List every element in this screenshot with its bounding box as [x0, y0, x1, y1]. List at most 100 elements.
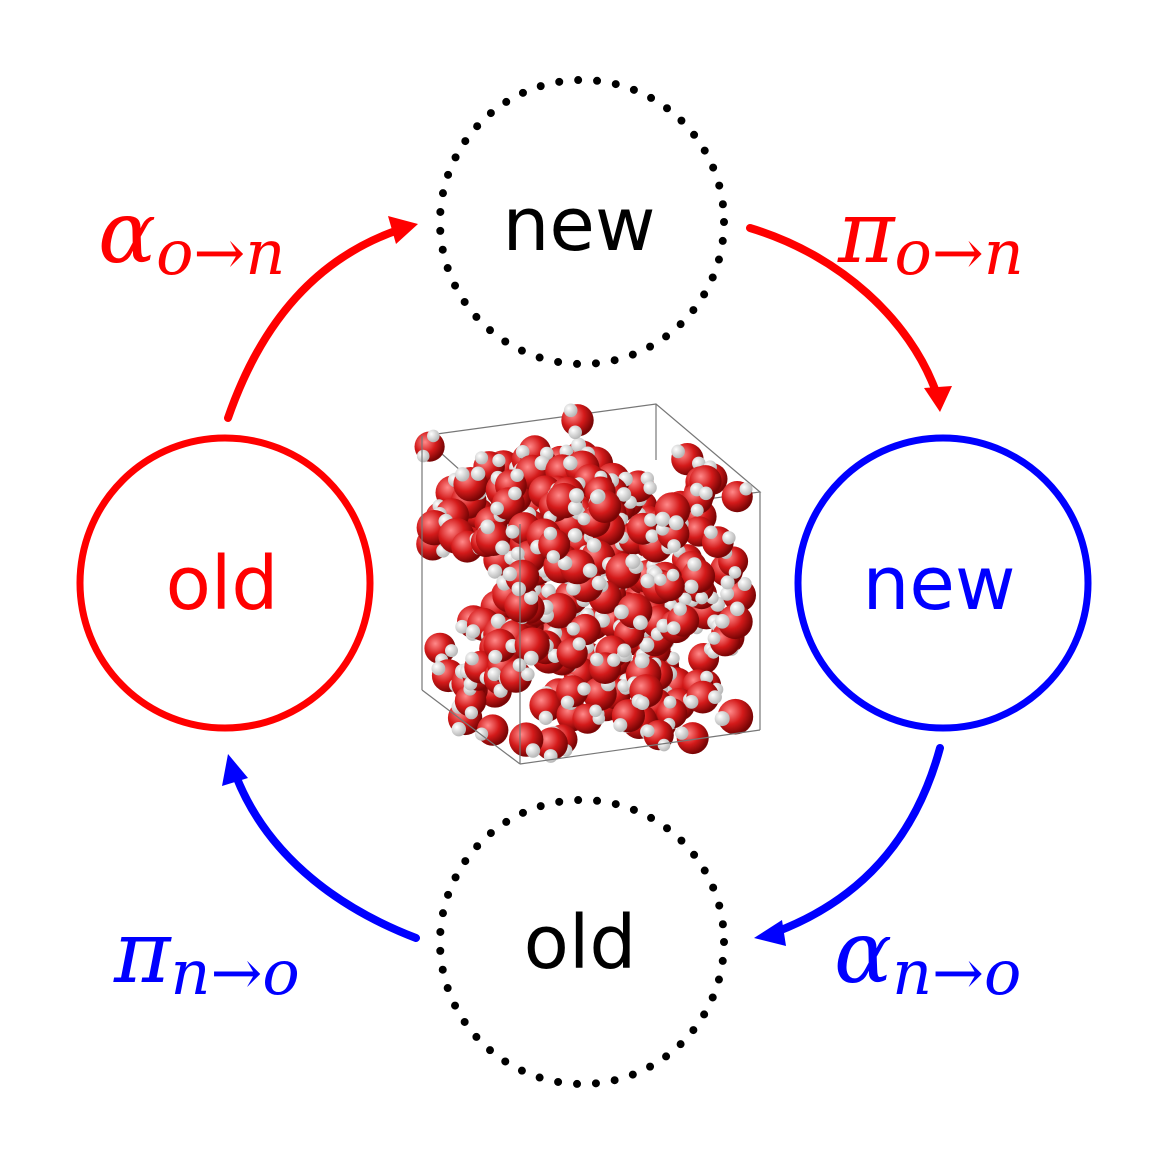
- oxygen-atom: [535, 727, 568, 761]
- edge-alpha-o-n-arrow: [224, 216, 418, 422]
- node-old-proposed: old: [436, 796, 728, 1088]
- hydrogen-atom: [525, 743, 541, 758]
- hydrogen-atom: [663, 695, 677, 709]
- hydrogen-atom: [591, 575, 607, 591]
- hydrogen-atom: [641, 724, 655, 738]
- hydrogen-atom: [523, 650, 539, 666]
- hydrogen-atom: [644, 513, 658, 527]
- hydrogen-atom: [667, 539, 681, 553]
- hydrogen-atom: [563, 455, 578, 471]
- hydrogen-atom: [737, 577, 752, 591]
- edge-alpha-o-n-label: αo→n: [98, 183, 285, 289]
- hydrogen-atom: [515, 445, 530, 459]
- hydrogen-atom: [488, 649, 503, 664]
- hydrogen-atom: [700, 670, 714, 684]
- hydrogen-atom: [690, 503, 704, 517]
- hydrogen-atom: [639, 637, 655, 653]
- hydrogen-atom: [633, 615, 648, 631]
- hydrogen-atom: [607, 653, 621, 667]
- hydrogen-atom: [634, 653, 650, 669]
- hydrogen-atom: [465, 651, 479, 666]
- hydrogen-atom: [613, 718, 628, 733]
- oxygen-atom: [424, 632, 456, 664]
- node-new-proposed: new: [436, 76, 728, 368]
- oxygen-atom: [514, 627, 550, 663]
- hydrogen-atom: [720, 575, 735, 590]
- arrowhead-icon: [924, 386, 952, 412]
- hydrogen-atom: [728, 566, 742, 579]
- hydrogen-atom: [455, 467, 470, 482]
- hydrogen-atom: [722, 531, 736, 545]
- hydrogen-atom: [495, 540, 510, 556]
- hydrogen-atom: [568, 425, 582, 440]
- node-old-proposed-label: old: [524, 900, 637, 986]
- hydrogen-atom: [715, 614, 730, 629]
- oxygen-atom: [454, 685, 487, 717]
- hydrogen-atom: [577, 682, 591, 696]
- hydrogen-atom: [490, 501, 504, 516]
- node-old-current: old: [76, 434, 374, 732]
- hydrogen-atom: [671, 444, 685, 459]
- hydrogen-atom: [567, 500, 583, 516]
- edge-pi-o-n-label: πo→n: [837, 183, 1024, 289]
- hydrogen-atom: [455, 619, 470, 634]
- hydrogen-atom: [666, 651, 680, 666]
- edge-pi-o-n-arrow: [746, 224, 952, 412]
- arrowhead-icon: [222, 754, 248, 786]
- edge-alpha-n-o-arrow: [754, 744, 944, 946]
- hydrogen-atom: [720, 586, 735, 601]
- hydrogen-atom: [673, 602, 687, 616]
- hydrogen-atom: [739, 482, 753, 496]
- hydrogen-atom: [445, 644, 458, 658]
- hydrogen-atom: [470, 466, 486, 481]
- hydrogen-atom: [666, 621, 681, 635]
- water-molecules-box-icon: [414, 403, 762, 765]
- hydrogen-atom: [582, 563, 598, 578]
- hydrogen-atom: [684, 695, 699, 709]
- hydrogen-atom: [557, 555, 573, 571]
- hydrogen-atom: [508, 486, 522, 501]
- hydrogen-atom: [687, 557, 702, 572]
- hydrogen-atom: [572, 637, 586, 651]
- oxygen-atom: [569, 613, 601, 646]
- hydrogen-atom: [487, 564, 503, 579]
- hydrogen-atom: [707, 631, 721, 645]
- hydrogen-atom: [480, 519, 495, 535]
- node-new-current: new: [794, 434, 1092, 732]
- hydrogen-atom: [586, 538, 602, 553]
- oxygen-atom: [717, 604, 753, 640]
- hydrogen-atom: [502, 566, 517, 582]
- hydrogen-atom: [524, 590, 539, 605]
- hydrogen-atom: [684, 579, 699, 594]
- node-old-current-label: old: [166, 541, 279, 627]
- hydrogen-atom: [510, 546, 525, 561]
- hydrogen-atom: [635, 696, 650, 710]
- hydrogen-atom: [416, 449, 430, 463]
- hydrogen-atom: [675, 726, 689, 740]
- hydrogen-atom: [560, 695, 575, 709]
- oxygen-atom: [529, 688, 563, 722]
- hydrogen-atom: [538, 710, 553, 726]
- oxygen-atom: [717, 698, 754, 735]
- edge-pi-n-o-arrow: [222, 754, 420, 942]
- hydrogen-atom: [616, 487, 632, 502]
- hydrogen-atom: [567, 528, 583, 543]
- edge-alpha-n-o-label: αn→o: [834, 903, 1021, 1009]
- hydrogen-atom: [464, 706, 478, 720]
- arrowhead-icon: [388, 216, 418, 244]
- hydrogen-atom: [451, 722, 466, 737]
- hydrogen-atom: [714, 711, 730, 727]
- hydrogen-atom: [643, 481, 657, 495]
- hydrogen-atom: [431, 661, 446, 676]
- hydrogen-atom: [645, 529, 659, 543]
- hydrogen-atom: [708, 690, 722, 704]
- hydrogen-atom: [668, 515, 684, 531]
- node-new-current-label: new: [863, 541, 1016, 627]
- hydrogen-atom: [617, 643, 632, 658]
- hydrogen-atom: [730, 601, 745, 617]
- hydrogen-atom: [563, 403, 578, 418]
- hydrogen-atom: [625, 554, 641, 569]
- hydrogen-atom: [505, 524, 520, 539]
- hydrogen-atom: [466, 624, 481, 639]
